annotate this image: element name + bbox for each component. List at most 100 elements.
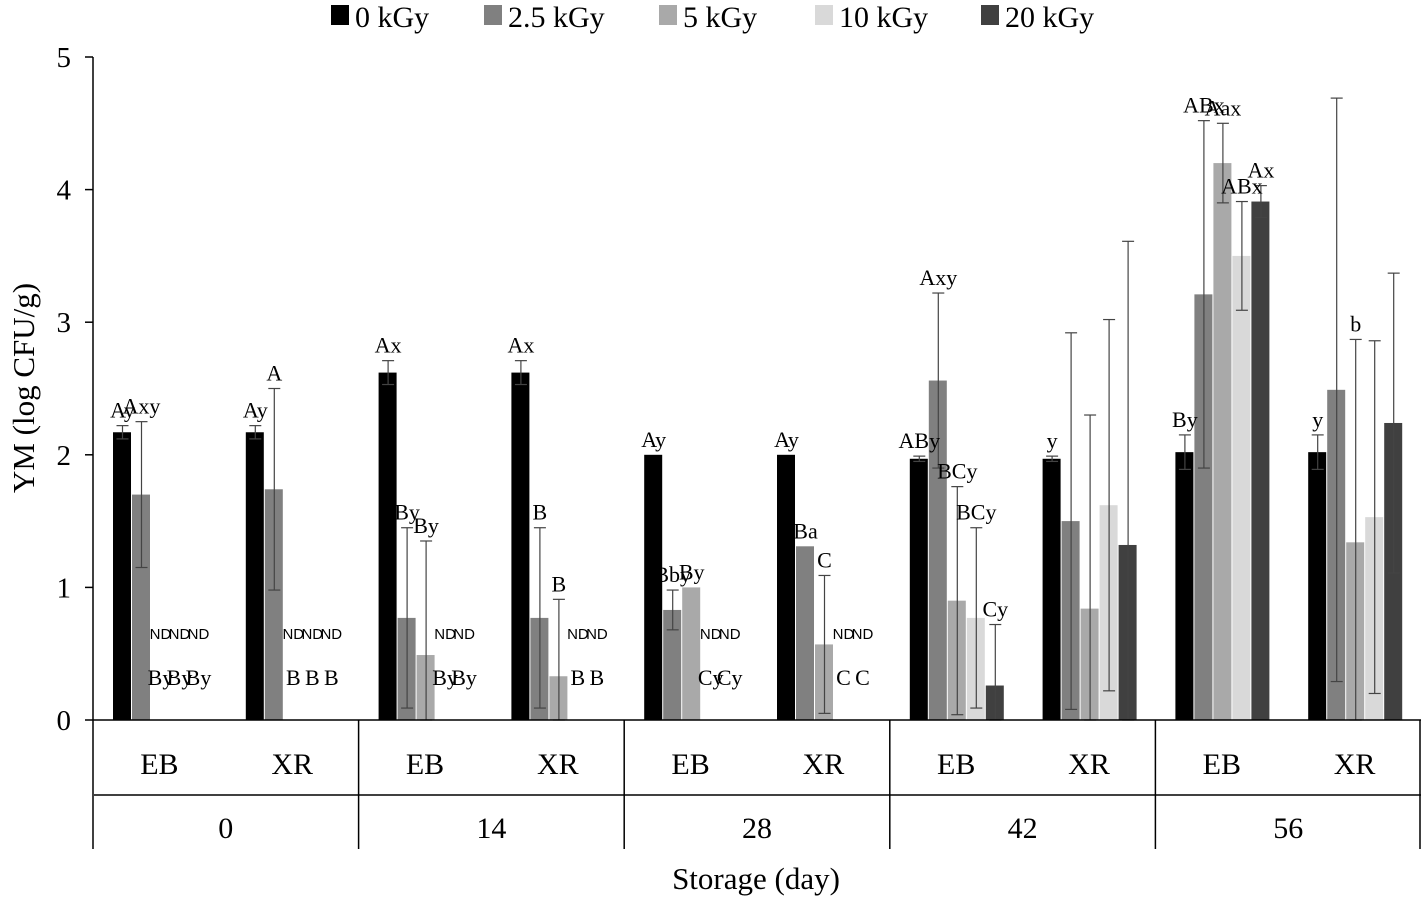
x-category-label: EB bbox=[140, 748, 178, 781]
significance-label: A bbox=[266, 361, 282, 386]
nd-label: ND bbox=[852, 626, 874, 643]
significance-label: C bbox=[836, 665, 851, 690]
x-category-label: XR bbox=[271, 748, 313, 781]
significance-label: By bbox=[679, 559, 705, 584]
legend-swatch bbox=[981, 5, 999, 25]
significance-label: B bbox=[533, 500, 548, 525]
x-category-label: EB bbox=[671, 748, 709, 781]
significance-label: By bbox=[413, 513, 439, 538]
bar bbox=[264, 489, 283, 720]
significance-label: B bbox=[324, 665, 339, 690]
significance-label: By bbox=[432, 665, 458, 690]
x-category-label: EB bbox=[1203, 748, 1241, 781]
nd-label: ND bbox=[301, 626, 323, 643]
y-tick-label: 0 bbox=[57, 705, 72, 737]
nd-label: ND bbox=[719, 626, 741, 643]
bar bbox=[1308, 452, 1327, 720]
significance-label: Axy bbox=[919, 265, 957, 290]
significance-label: B bbox=[552, 571, 567, 596]
significance-label: ABx bbox=[1221, 174, 1263, 199]
x-group-label: 42 bbox=[1008, 812, 1038, 845]
legend-label: 20 kGy bbox=[1005, 1, 1094, 34]
x-category-label: XR bbox=[803, 748, 845, 781]
significance-label: ABy bbox=[899, 428, 941, 453]
significance-label: BCy bbox=[937, 459, 977, 484]
significance-label: Ax bbox=[507, 333, 534, 358]
significance-label: Ay bbox=[110, 398, 135, 423]
significance-label: Ax bbox=[1247, 158, 1274, 183]
x-axis: EB XR 0 EB XR 14 EB XR 28 EB XR 42 EB XR 56 bbox=[92, 719, 1421, 849]
significance-label: BCy bbox=[956, 500, 996, 525]
significance-label: By bbox=[148, 665, 174, 690]
bar bbox=[1251, 201, 1270, 720]
x-category-label: XR bbox=[1334, 748, 1376, 781]
significance-label: ABx bbox=[1183, 93, 1225, 118]
y-tick-label: 4 bbox=[57, 175, 72, 207]
nd-label: ND bbox=[453, 626, 475, 643]
significance-label: C bbox=[817, 547, 832, 572]
y-axis: 0 1 2 3 4 5 bbox=[57, 42, 94, 737]
y-tick-label: 3 bbox=[57, 307, 72, 339]
nd-label: ND bbox=[188, 626, 210, 643]
significance-label: C bbox=[855, 665, 870, 690]
significance-label: b bbox=[1350, 311, 1361, 336]
legend-swatch bbox=[331, 5, 349, 25]
legend-label: 0 kGy bbox=[355, 1, 429, 34]
significance-label: Ay bbox=[641, 427, 666, 452]
bar bbox=[1042, 458, 1061, 720]
y-axis-title: YM (log CFU/g) bbox=[6, 283, 41, 493]
nd-label: ND bbox=[282, 626, 304, 643]
bar bbox=[777, 454, 795, 720]
y-tick-label: 2 bbox=[57, 440, 72, 472]
bar bbox=[682, 587, 701, 720]
nd-label: ND bbox=[169, 626, 191, 643]
bars bbox=[113, 97, 1403, 721]
bar bbox=[511, 372, 530, 720]
significance-label: Ax bbox=[375, 333, 402, 358]
nd-label: ND bbox=[833, 626, 855, 643]
significance-label: B bbox=[571, 665, 586, 690]
significance-label: Aax bbox=[1205, 95, 1242, 120]
legend-label: 2.5 kGy bbox=[508, 1, 605, 34]
significance-label: B bbox=[590, 665, 605, 690]
significance-label: By bbox=[451, 665, 477, 690]
bar bbox=[1213, 163, 1232, 720]
x-category-label: EB bbox=[406, 748, 444, 781]
x-group-label: 14 bbox=[476, 812, 506, 845]
significance-label: B bbox=[305, 665, 320, 690]
significance-label: y bbox=[1047, 428, 1058, 453]
legend-label: 10 kGy bbox=[839, 1, 928, 34]
significance-labels: AyAxyNDByNDByNDByAyANDBNDBNDBAxByByNDByN… bbox=[110, 93, 1361, 690]
nd-label: ND bbox=[567, 626, 589, 643]
bar bbox=[1175, 452, 1194, 720]
x-group-label: 0 bbox=[218, 812, 233, 845]
significance-label: Ay bbox=[243, 398, 268, 423]
significance-label: By bbox=[186, 665, 212, 690]
legend: 0 kGy 2.5 kGy 5 kGy 10 kGy 20 kGy bbox=[331, 1, 1094, 34]
nd-label: ND bbox=[586, 626, 608, 643]
nd-label: ND bbox=[700, 626, 722, 643]
bar bbox=[796, 546, 814, 720]
legend-label: 5 kGy bbox=[683, 1, 757, 34]
significance-label: B bbox=[286, 665, 301, 690]
legend-swatch bbox=[484, 5, 502, 25]
legend-swatch bbox=[659, 5, 677, 25]
x-group-label: 56 bbox=[1273, 812, 1303, 845]
bar bbox=[245, 432, 264, 720]
significance-label: By bbox=[394, 500, 420, 525]
significance-label: Axy bbox=[123, 394, 161, 419]
bar bbox=[132, 494, 150, 720]
nd-label: ND bbox=[434, 626, 456, 643]
nd-label: ND bbox=[150, 626, 172, 643]
x-axis-title: Storage (day) bbox=[672, 861, 840, 896]
significance-label: Cy bbox=[717, 665, 743, 690]
nd-label: ND bbox=[320, 626, 342, 643]
bar bbox=[1232, 255, 1251, 720]
bar bbox=[928, 380, 947, 720]
significance-label: By bbox=[167, 665, 193, 690]
bar bbox=[909, 458, 928, 720]
significance-label: y bbox=[1312, 407, 1323, 432]
significance-label: Cy bbox=[698, 665, 724, 690]
bar bbox=[663, 609, 682, 720]
bar bbox=[113, 432, 131, 720]
